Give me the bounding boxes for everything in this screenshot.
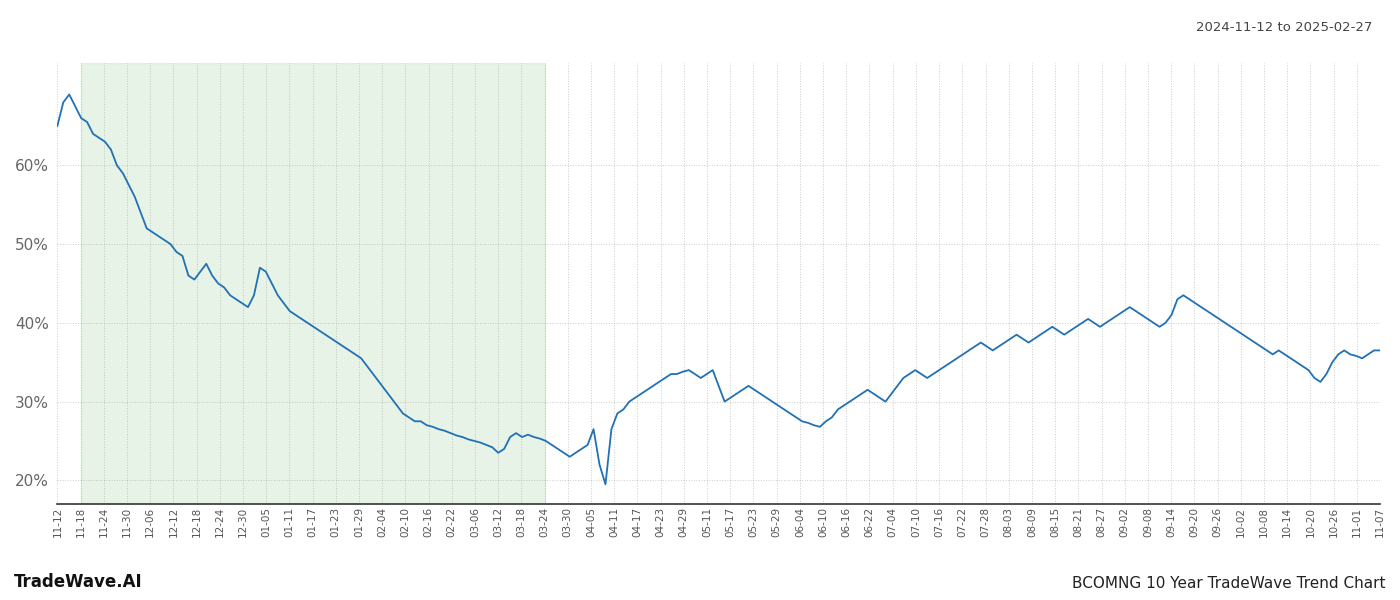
Text: 2024-11-12 to 2025-02-27: 2024-11-12 to 2025-02-27 [1196,21,1372,34]
Bar [81,63,545,504]
Text: BCOMNG 10 Year TradeWave Trend Chart: BCOMNG 10 Year TradeWave Trend Chart [1072,576,1386,591]
Text: TradeWave.AI: TradeWave.AI [14,573,143,591]
